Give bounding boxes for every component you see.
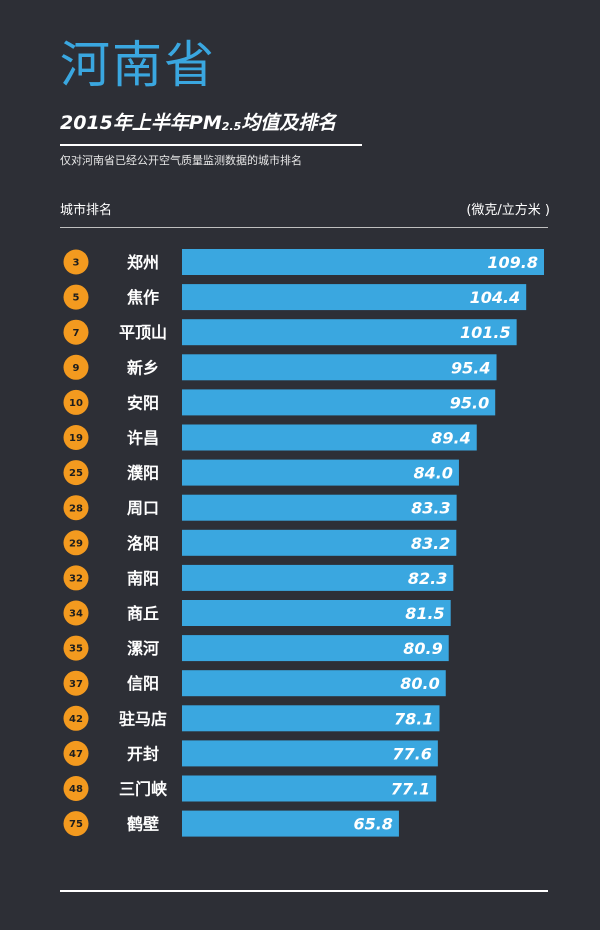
bottom-divider (60, 890, 548, 892)
rank-badge (63, 635, 89, 661)
title-underline (60, 144, 362, 146)
city-label: 焦作 (126, 288, 159, 307)
rank-badge (63, 284, 89, 310)
title-rest: 均值及排名 (241, 112, 337, 134)
city-label: 鹤壁 (127, 815, 159, 834)
rank-badge (63, 530, 89, 556)
city-label: 周口 (127, 499, 159, 518)
bar (182, 740, 438, 767)
title-year: 2015 (60, 112, 113, 134)
title-main: 年上半年PM (112, 112, 222, 134)
rank-badge (63, 389, 89, 415)
title-subscript: 2.5 (221, 120, 242, 133)
bar (182, 670, 446, 697)
rank-label: 28 (69, 503, 83, 514)
value-label: 80.0 (400, 674, 439, 693)
bar (182, 284, 527, 311)
value-label: 84.0 (413, 464, 452, 483)
rank-badge (63, 495, 89, 521)
rank-badge (63, 565, 89, 591)
bar (182, 635, 449, 662)
column-label-city-rank: 城市排名 (60, 203, 113, 218)
province-title: 河南省 (60, 36, 216, 94)
value-label: 77.6 (392, 744, 431, 763)
chart-title: 2015年上半年PM2.5均值及排名 (60, 114, 336, 133)
city-label: 新乡 (127, 358, 159, 377)
city-label: 许昌 (127, 429, 159, 448)
city-label: 安阳 (127, 393, 159, 412)
rank-label: 25 (69, 468, 83, 479)
city-label: 南阳 (127, 569, 159, 588)
value-label: 78.1 (394, 709, 433, 728)
rank-badge (63, 319, 89, 345)
chart-subtitle: 仅对河南省已经公开空气质量监测数据的城市排名 (60, 154, 302, 167)
rank-badge (63, 425, 89, 450)
rank-badge (63, 776, 89, 801)
rank-badge (63, 670, 89, 696)
value-label: 104.4 (470, 288, 521, 307)
rank-badge (63, 811, 89, 837)
value-label: 65.8 (353, 815, 392, 834)
bar (182, 249, 544, 275)
bar (182, 354, 497, 381)
rank-label: 75 (69, 819, 83, 830)
city-label: 濮阳 (127, 464, 159, 483)
city-label: 三门峡 (119, 780, 167, 799)
city-label: 驻马店 (119, 709, 167, 728)
value-label: 83.3 (411, 499, 450, 518)
city-label: 郑州 (127, 253, 159, 272)
bar (182, 775, 437, 802)
value-label: 109.8 (487, 253, 538, 272)
rank-label: 35 (69, 644, 83, 655)
bar (182, 600, 451, 626)
rank-label: 32 (69, 574, 83, 585)
rank-label: 9 (73, 363, 80, 374)
city-label: 洛阳 (127, 534, 159, 553)
rank-label: 3 (73, 258, 80, 269)
rank-badge (63, 249, 89, 275)
rank-label: 19 (69, 433, 83, 444)
rank-label: 37 (69, 679, 83, 690)
value-label: 95.4 (451, 358, 490, 377)
bar (182, 389, 496, 416)
rank-badge (63, 600, 89, 626)
bar (182, 319, 517, 346)
city-label: 信阳 (127, 674, 159, 693)
rank-label: 5 (73, 293, 80, 304)
city-label: 平顶山 (119, 323, 167, 342)
bar (182, 459, 459, 486)
bar (182, 424, 477, 451)
bar (182, 705, 440, 732)
rank-label: 47 (69, 749, 83, 760)
rank-badge (63, 460, 89, 486)
rank-label: 48 (69, 784, 83, 795)
value-label: 95.0 (450, 393, 489, 412)
bar (182, 494, 457, 521)
rank-label: 42 (69, 714, 83, 725)
value-label: 81.5 (405, 604, 444, 623)
city-label: 商丘 (127, 604, 159, 623)
rank-badge (63, 354, 89, 380)
header-divider (60, 227, 548, 228)
rank-badge (63, 740, 89, 766)
value-label: 89.4 (431, 429, 470, 448)
value-label: 101.5 (460, 323, 511, 342)
rank-label: 7 (73, 328, 80, 339)
bar (182, 529, 457, 556)
bar (182, 810, 399, 837)
city-label: 开封 (127, 744, 159, 763)
rank-label: 29 (69, 538, 83, 549)
value-label: 83.2 (411, 534, 450, 553)
rank-label: 10 (69, 398, 83, 409)
value-label: 82.3 (408, 569, 447, 588)
value-label: 77.1 (391, 780, 430, 799)
bar (182, 564, 454, 591)
rank-badge (63, 705, 89, 731)
city-label: 漯河 (127, 639, 159, 658)
value-label: 80.9 (403, 639, 442, 658)
column-label-unit: (微克/立方米 ) (466, 203, 550, 218)
rank-label: 34 (69, 609, 83, 620)
